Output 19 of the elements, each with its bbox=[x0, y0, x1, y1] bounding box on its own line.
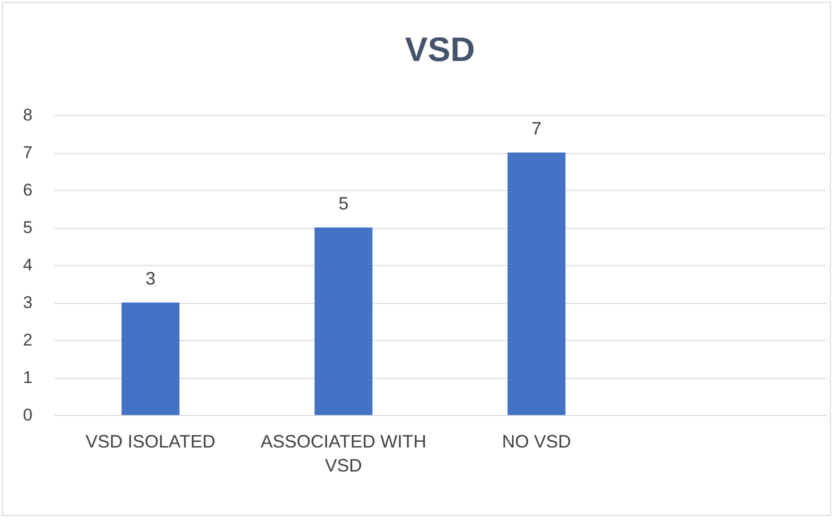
data-label: 3 bbox=[145, 268, 156, 288]
y-tick-label: 7 bbox=[23, 143, 32, 162]
bar bbox=[508, 152, 566, 415]
data-label: 5 bbox=[338, 194, 349, 214]
y-tick-label: 6 bbox=[23, 180, 32, 200]
bar bbox=[122, 302, 180, 415]
y-tick-label: 4 bbox=[23, 256, 32, 274]
data-label: 7 bbox=[531, 118, 542, 138]
x-tick-label: VSD ISOLATED bbox=[86, 432, 216, 452]
y-tick-label: 5 bbox=[23, 218, 32, 237]
x-tick-label: NO VSD bbox=[502, 432, 572, 452]
y-tick-label: 2 bbox=[23, 330, 32, 350]
bar bbox=[314, 228, 372, 415]
y-tick-label: 3 bbox=[23, 293, 32, 312]
x-tick-label: ASSOCIATED WITH VSD bbox=[260, 432, 426, 476]
y-tick-label: 8 bbox=[23, 106, 32, 124]
y-tick-label: 0 bbox=[23, 406, 32, 424]
y-tick-label: 1 bbox=[23, 368, 32, 387]
chart-title: VSD bbox=[405, 31, 475, 69]
